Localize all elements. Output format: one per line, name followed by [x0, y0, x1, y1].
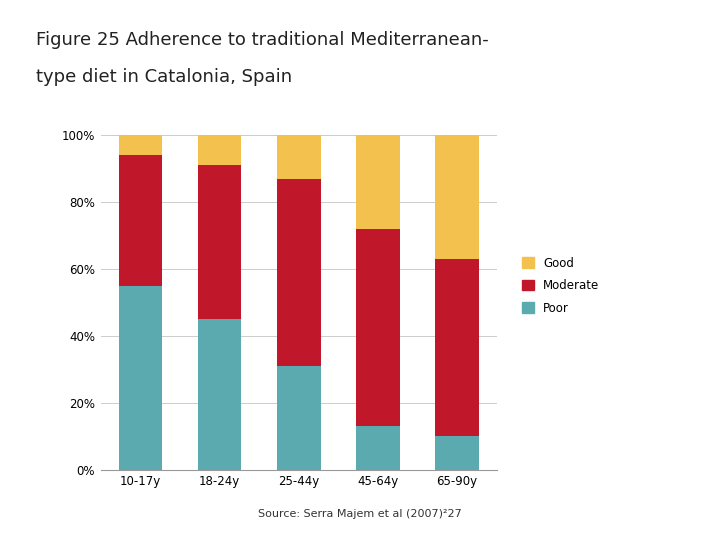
Bar [436, 436, 479, 470]
Bar [119, 135, 162, 155]
Bar [198, 319, 241, 470]
Bar [119, 155, 162, 286]
Text: Source: Serra Majem et al (2007)²27: Source: Serra Majem et al (2007)²27 [258, 509, 462, 519]
Text: type diet in Catalonia, Spain: type diet in Catalonia, Spain [36, 69, 292, 86]
Bar [277, 179, 320, 366]
Bar [277, 366, 320, 470]
Text: Figure 25 Adherence to traditional Mediterranean-: Figure 25 Adherence to traditional Medit… [36, 31, 489, 49]
Bar [436, 259, 479, 436]
Bar [277, 135, 320, 179]
Bar [119, 286, 162, 470]
Bar [436, 135, 479, 259]
Bar [356, 229, 400, 426]
Legend: Good, Moderate, Poor: Good, Moderate, Poor [518, 253, 603, 318]
Bar [198, 165, 241, 319]
Bar [356, 135, 400, 229]
Bar [356, 426, 400, 470]
Bar [198, 135, 241, 165]
